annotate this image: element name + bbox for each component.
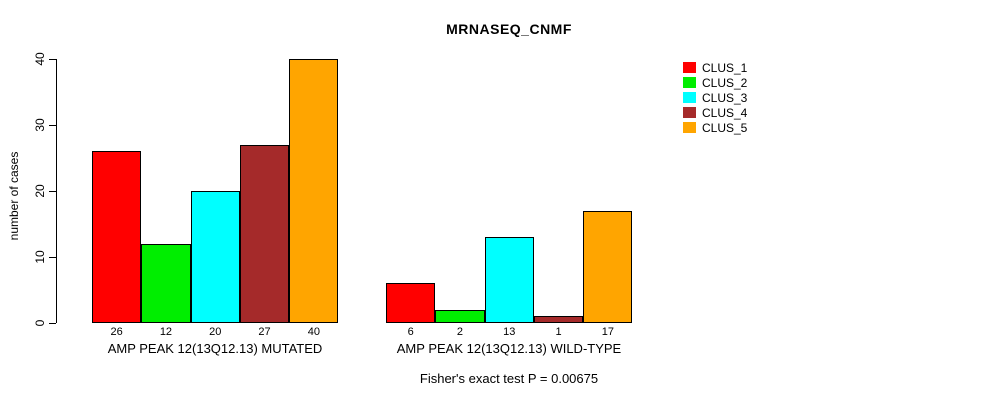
y-axis-tick: [49, 322, 56, 324]
legend-swatch-icon: [683, 92, 696, 103]
bar-clus_3-group1: [190, 191, 240, 323]
bar-value-label: 26: [110, 326, 123, 338]
y-axis-tick-label: 0: [33, 319, 47, 327]
y-axis-tick-label: 20: [33, 184, 47, 198]
bar-value-label: 1: [555, 326, 562, 338]
bar-value-label: 27: [258, 326, 271, 338]
legend-label: CLUS_2: [702, 75, 748, 90]
bar-value-label: 12: [159, 326, 173, 338]
legend-label: CLUS_4: [702, 105, 748, 120]
fisher-test-note: Fisher's exact test P = 0.00675: [419, 371, 599, 386]
legend-row-clus_3: CLUS_3: [683, 90, 747, 105]
legend-swatch-icon: [683, 122, 696, 133]
y-axis-tick-label: 40: [33, 52, 47, 66]
bar-clus_3-group2: [484, 237, 534, 323]
legend-row-clus_4: CLUS_4: [683, 105, 747, 120]
y-axis-tick: [49, 124, 56, 126]
bar-value-label: 17: [601, 326, 614, 338]
bar-clus_1-group1: [92, 151, 142, 323]
legend-row-clus_5: CLUS_5: [683, 120, 747, 135]
bar-value-label: 6: [407, 326, 414, 338]
y-axis-tick: [49, 190, 56, 192]
group-label-wild-type: AMP PEAK 12(13Q12.13) WILD-TYPE: [396, 341, 622, 356]
chart-title: MRNASEQ_CNMF: [446, 21, 572, 37]
legend-swatch-icon: [683, 107, 696, 118]
legend-swatch-icon: [683, 77, 696, 88]
y-axis-tick: [49, 256, 56, 258]
bar-value-label: 40: [307, 326, 320, 338]
legend: CLUS_1 CLUS_2 CLUS_3 CLUS_4 CLUS_5: [683, 60, 747, 135]
legend-label: CLUS_1: [702, 60, 748, 75]
bar-clus_2-group1: [141, 243, 191, 323]
legend-row-clus_2: CLUS_2: [683, 75, 747, 90]
bar-clus_4-group1: [239, 144, 290, 323]
legend-label: CLUS_5: [702, 120, 748, 135]
legend-swatch-icon: [683, 62, 696, 73]
bar-clus_1-group2: [386, 283, 436, 323]
group-label-mutated: AMP PEAK 12(13Q12.13) MUTATED: [107, 341, 323, 356]
bar-clus_5-group2: [583, 210, 633, 323]
legend-row-clus_1: CLUS_1: [683, 60, 747, 75]
bar-value-label: 20: [209, 326, 222, 338]
bar-value-label: 13: [503, 326, 516, 338]
y-axis-tick: [49, 58, 56, 60]
y-axis-tick-label: 30: [33, 118, 47, 132]
bar-value-label: 2: [456, 326, 463, 338]
bar-clus_5-group1: [289, 59, 339, 323]
bar-clus_4-group2: [533, 316, 584, 323]
y-axis-tick-label: 10: [33, 250, 47, 264]
y-axis-title: number of cases: [7, 151, 21, 241]
legend-label: CLUS_3: [702, 90, 748, 105]
y-axis-line: [56, 59, 57, 323]
bar-clus_2-group2: [435, 309, 485, 323]
